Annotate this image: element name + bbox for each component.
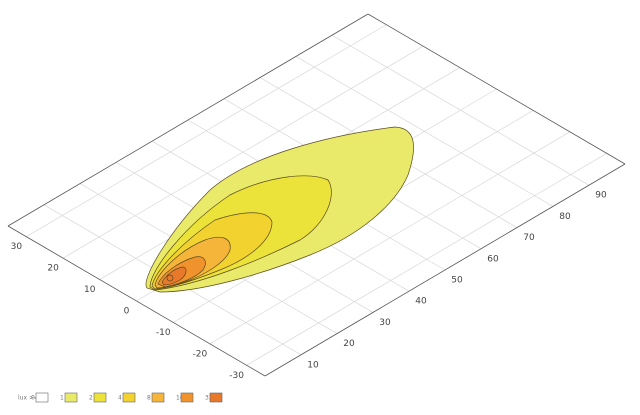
legend-swatch xyxy=(93,392,107,403)
legend-label: 16 xyxy=(176,395,184,402)
grid-line xyxy=(62,45,424,259)
y-tick-label: -30 xyxy=(229,371,244,381)
frame-edge xyxy=(7,13,369,227)
x-tick-label: 40 xyxy=(415,297,427,307)
legend-label: 0 xyxy=(31,395,35,402)
legend-label: 32 xyxy=(205,395,213,402)
x-tick-label: 90 xyxy=(595,191,607,201)
grid-line xyxy=(209,131,571,345)
legend-swatch xyxy=(209,392,223,403)
y-tick-label: -10 xyxy=(156,328,171,338)
frame-edge xyxy=(7,225,266,377)
y-tick-label: 30 xyxy=(11,242,23,252)
legend-swatch xyxy=(122,392,136,403)
x-tick-label: 60 xyxy=(487,254,499,264)
y-tick-label: 10 xyxy=(84,285,96,295)
x-tick-label: 20 xyxy=(343,339,355,349)
legend-swatch xyxy=(151,392,165,403)
x-tick-label: 30 xyxy=(379,318,391,328)
light-source xyxy=(166,274,174,282)
y-tick-label: 20 xyxy=(47,264,59,274)
x-tick-label: 80 xyxy=(559,212,571,222)
legend-swatch xyxy=(64,392,78,403)
legend-label: 8 xyxy=(147,395,151,402)
legend-label: 2 xyxy=(89,395,93,402)
legend-label: 4 xyxy=(118,395,122,402)
y-tick-label: 0 xyxy=(124,307,130,317)
legend-title: lux >= xyxy=(18,395,39,402)
legend-swatch xyxy=(35,392,49,403)
legend: lux >=0 1 2 4 8 16 32 xyxy=(18,392,223,403)
frame-edge xyxy=(264,163,626,377)
legend-swatch xyxy=(180,392,194,403)
grid-line xyxy=(246,152,607,366)
frame-edge xyxy=(367,13,626,165)
x-tick-label: 10 xyxy=(307,360,319,370)
x-tick-label: 50 xyxy=(451,276,463,286)
y-tick-label: -20 xyxy=(193,349,208,359)
legend-label: 1 xyxy=(60,395,64,402)
x-tick-label: 70 xyxy=(523,233,535,243)
grid-line xyxy=(26,24,387,238)
